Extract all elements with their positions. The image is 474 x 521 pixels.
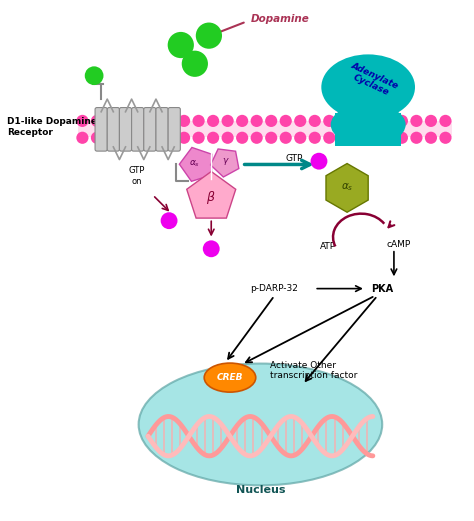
FancyBboxPatch shape	[156, 107, 168, 151]
Circle shape	[192, 115, 205, 127]
Ellipse shape	[331, 104, 406, 146]
FancyBboxPatch shape	[168, 107, 180, 151]
Circle shape	[182, 51, 208, 77]
FancyBboxPatch shape	[132, 107, 144, 151]
Text: ATP: ATP	[320, 242, 337, 251]
Circle shape	[309, 115, 321, 127]
Circle shape	[105, 132, 118, 144]
Ellipse shape	[321, 54, 415, 120]
Text: Activate Other
transcription factor: Activate Other transcription factor	[270, 361, 357, 380]
Circle shape	[367, 132, 379, 144]
Circle shape	[265, 132, 277, 144]
Circle shape	[149, 115, 161, 127]
Text: GTP
on: GTP on	[128, 166, 145, 185]
Text: $\beta$: $\beta$	[207, 189, 216, 206]
Circle shape	[439, 132, 452, 144]
Circle shape	[236, 132, 248, 144]
Circle shape	[396, 115, 408, 127]
Ellipse shape	[204, 363, 256, 392]
Circle shape	[310, 153, 328, 170]
Circle shape	[164, 115, 176, 127]
Circle shape	[381, 115, 393, 127]
Circle shape	[323, 132, 336, 144]
Text: cAMP: cAMP	[386, 240, 411, 249]
Circle shape	[192, 132, 205, 144]
Circle shape	[105, 115, 118, 127]
Text: p-DARP-32: p-DARP-32	[251, 284, 299, 293]
Text: Nucleus: Nucleus	[236, 485, 285, 495]
Circle shape	[76, 115, 89, 127]
Circle shape	[309, 132, 321, 144]
Circle shape	[280, 132, 292, 144]
Circle shape	[76, 132, 89, 144]
Circle shape	[280, 115, 292, 127]
Circle shape	[367, 115, 379, 127]
Circle shape	[161, 212, 177, 229]
Circle shape	[178, 132, 190, 144]
Circle shape	[425, 132, 437, 144]
Circle shape	[294, 115, 306, 127]
Text: $\gamma$: $\gamma$	[222, 156, 230, 167]
Circle shape	[91, 115, 103, 127]
Ellipse shape	[138, 364, 382, 486]
Text: GDP
off: GDP off	[204, 188, 223, 207]
Bar	[78, 121, 453, 138]
Circle shape	[323, 115, 336, 127]
Circle shape	[178, 115, 190, 127]
Text: GTP: GTP	[285, 154, 302, 164]
Text: Dopamine: Dopamine	[251, 14, 310, 24]
Circle shape	[85, 66, 103, 85]
Circle shape	[337, 115, 350, 127]
FancyBboxPatch shape	[144, 107, 156, 151]
Circle shape	[120, 115, 132, 127]
Circle shape	[410, 132, 422, 144]
Circle shape	[221, 115, 234, 127]
Circle shape	[251, 132, 263, 144]
Text: PKA: PKA	[371, 283, 393, 294]
Circle shape	[207, 115, 219, 127]
Circle shape	[196, 22, 222, 49]
Circle shape	[164, 132, 176, 144]
Circle shape	[425, 115, 437, 127]
Circle shape	[91, 132, 103, 144]
Circle shape	[265, 115, 277, 127]
Text: Adenylate
Cyclase: Adenylate Cyclase	[346, 60, 400, 100]
Circle shape	[207, 132, 219, 144]
Circle shape	[352, 132, 365, 144]
Circle shape	[135, 132, 146, 144]
Text: $\alpha_s$: $\alpha_s$	[189, 158, 201, 169]
FancyBboxPatch shape	[95, 107, 107, 151]
FancyBboxPatch shape	[107, 107, 119, 151]
Circle shape	[294, 132, 306, 144]
Text: D1-like Dopamine
Receptor: D1-like Dopamine Receptor	[8, 117, 98, 137]
Text: $\alpha_s$: $\alpha_s$	[341, 181, 353, 193]
Circle shape	[352, 115, 365, 127]
Bar	[336, 113, 401, 146]
Circle shape	[135, 115, 146, 127]
Circle shape	[251, 115, 263, 127]
Circle shape	[410, 115, 422, 127]
Text: CREB: CREB	[217, 373, 243, 382]
Circle shape	[203, 240, 219, 257]
Circle shape	[337, 132, 350, 144]
Circle shape	[149, 132, 161, 144]
Circle shape	[396, 132, 408, 144]
Circle shape	[168, 32, 194, 58]
Circle shape	[381, 132, 393, 144]
Circle shape	[236, 115, 248, 127]
FancyBboxPatch shape	[119, 107, 132, 151]
Circle shape	[221, 132, 234, 144]
Circle shape	[439, 115, 452, 127]
Circle shape	[120, 132, 132, 144]
